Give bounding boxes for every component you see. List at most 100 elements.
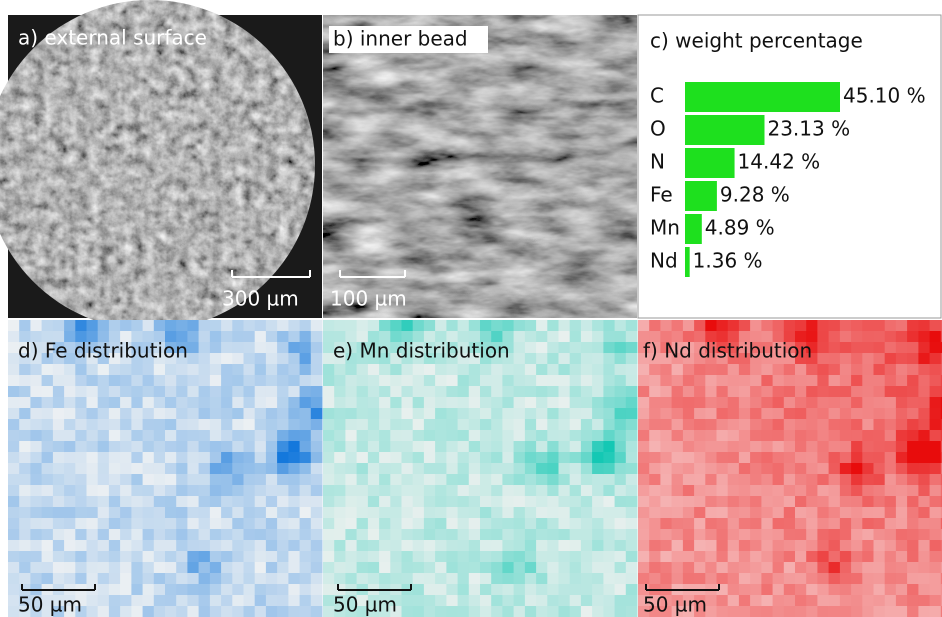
map-pixel [165, 463, 177, 475]
map-pixel [840, 529, 852, 541]
map-pixel [514, 606, 526, 617]
map-pixel [626, 584, 638, 596]
map-pixel [536, 452, 548, 464]
map-pixel [773, 529, 785, 541]
bar [685, 181, 717, 211]
map-pixel [413, 320, 425, 332]
map-pixel [626, 441, 638, 453]
map-pixel [705, 408, 717, 420]
map-pixel [390, 518, 402, 530]
map-pixel [187, 441, 199, 453]
map-pixel [143, 529, 155, 541]
map-pixel [615, 551, 627, 563]
map-pixel [694, 518, 706, 530]
map-pixel [413, 551, 425, 563]
map-pixel [918, 518, 930, 530]
map-pixel [334, 540, 346, 552]
map-pixel [750, 430, 762, 442]
map-pixel [862, 474, 874, 486]
map-pixel [131, 518, 143, 530]
map-pixel [930, 419, 942, 431]
map-pixel [300, 474, 312, 486]
map-pixel [773, 452, 785, 464]
map-pixel [187, 485, 199, 497]
map-pixel [210, 342, 222, 354]
map-pixel [750, 364, 762, 376]
map-pixel [334, 386, 346, 398]
map-pixel [885, 397, 897, 409]
map-pixel [795, 452, 807, 464]
map-pixel [98, 463, 110, 475]
map-pixel [300, 408, 312, 420]
map-pixel [829, 496, 841, 508]
map-pixel [660, 452, 672, 464]
map-pixel [570, 507, 582, 519]
map-pixel [626, 474, 638, 486]
value-label: 45.10 % [843, 84, 926, 108]
map-pixel [536, 463, 548, 475]
map-pixel [277, 485, 289, 497]
map-pixel [334, 419, 346, 431]
map-pixel [334, 364, 346, 376]
map-pixel [154, 573, 166, 585]
map-pixel [672, 397, 684, 409]
map-pixel [491, 419, 503, 431]
map-pixel [288, 507, 300, 519]
map-pixel [87, 595, 99, 607]
map-pixel [918, 441, 930, 453]
map-pixel [424, 375, 436, 387]
map-pixel [806, 496, 818, 508]
map-pixel [862, 507, 874, 519]
scale-label: 100 µm [330, 287, 407, 311]
map-pixel [98, 595, 110, 607]
map-pixel [761, 485, 773, 497]
map-pixel [232, 331, 244, 343]
map-pixel [570, 595, 582, 607]
map-pixel [300, 551, 312, 563]
map-pixel [649, 397, 661, 409]
map-pixel [288, 595, 300, 607]
map-pixel [345, 518, 357, 530]
map-pixel [874, 573, 886, 585]
map-pixel [357, 320, 369, 332]
map-pixel [547, 419, 559, 431]
map-pixel [547, 573, 559, 585]
map-pixel [896, 540, 908, 552]
map-pixel [918, 540, 930, 552]
map-pixel [402, 452, 414, 464]
map-pixel [829, 331, 841, 343]
map-pixel [244, 595, 256, 607]
map-pixel [446, 364, 458, 376]
map-pixel [896, 397, 908, 409]
map-pixel [368, 540, 380, 552]
map-pixel [300, 353, 312, 365]
map-pixel [717, 606, 729, 617]
map-pixel [829, 320, 841, 332]
map-pixel [75, 562, 87, 574]
map-pixel [210, 551, 222, 563]
map-pixel [874, 397, 886, 409]
map-pixel [570, 331, 582, 343]
map-pixel [469, 540, 481, 552]
map-pixel [446, 496, 458, 508]
map-pixel [334, 463, 346, 475]
map-pixel [277, 573, 289, 585]
map-pixel [592, 584, 604, 596]
map-pixel [502, 485, 514, 497]
map-pixel [705, 452, 717, 464]
map-pixel [559, 507, 571, 519]
map-pixel [626, 529, 638, 541]
map-pixel [87, 540, 99, 552]
map-pixel [559, 573, 571, 585]
map-pixel [514, 595, 526, 607]
map-pixel [784, 364, 796, 376]
map-pixel [53, 419, 65, 431]
map-pixel [672, 320, 684, 332]
map-pixel [570, 606, 582, 617]
map-pixel [277, 342, 289, 354]
map-pixel [615, 584, 627, 596]
map-pixel [514, 320, 526, 332]
map-pixel [109, 320, 121, 332]
map-pixel [795, 507, 807, 519]
map-pixel [300, 518, 312, 530]
